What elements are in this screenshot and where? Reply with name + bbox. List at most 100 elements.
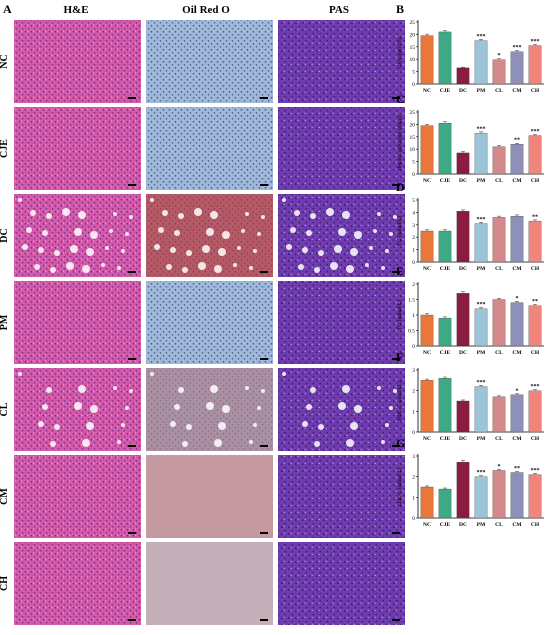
vacuole: [306, 230, 312, 236]
chart-panel-b: B Glycogen (%) 0 5 10 15 20 25 NC CJE DC *** PM * CL **…: [396, 2, 544, 94]
y-axis-label: Hepatic glycogen (mg/g): [396, 115, 403, 170]
vacuole: [218, 248, 226, 256]
vacuole: [174, 404, 180, 410]
y-tick-label: 2: [412, 475, 415, 481]
chart-panel-d: D TC (mmol/L) 0 1 2 3 4 5 NC CJE DC *** PM CL CM ** CH: [396, 180, 544, 272]
bar: [510, 51, 524, 85]
vacuole: [338, 402, 346, 410]
bar: [474, 386, 488, 433]
y-tick-label: 2: [412, 282, 415, 288]
significance-mark: ***: [477, 380, 486, 386]
vacuole: [186, 424, 192, 430]
bar: [456, 293, 470, 347]
vacuole: [125, 232, 129, 236]
panel-letter: G: [396, 436, 405, 450]
panel-letter: B: [396, 2, 404, 16]
vacuole: [342, 385, 350, 393]
bar: [510, 472, 524, 519]
significance-mark: **: [514, 138, 520, 144]
vacuole: [206, 402, 214, 410]
row-label: CH: [0, 576, 10, 591]
bar: [438, 230, 452, 263]
y-tick-label: 15: [410, 135, 416, 141]
x-tick-label: NC: [423, 178, 431, 184]
bar: [438, 123, 452, 175]
vacuole: [350, 422, 358, 430]
y-tick-label: 0: [412, 260, 415, 266]
x-tick-label: DC: [459, 436, 467, 442]
vacuole: [310, 387, 316, 393]
bar: [510, 394, 524, 433]
vacuole: [78, 211, 86, 219]
x-tick-label: CH: [531, 178, 540, 184]
vacuole: [78, 385, 86, 393]
y-tick-label: 10: [410, 57, 416, 63]
vacuole: [90, 231, 98, 239]
vacuole: [62, 208, 70, 216]
vacuole: [105, 246, 109, 250]
vacuole: [346, 265, 354, 273]
x-tick-label: CJE: [440, 266, 451, 272]
vacuole: [86, 422, 94, 430]
y-axis-label: HDL-C (mmol/L): [396, 381, 403, 421]
bar: [438, 317, 452, 347]
panel-letter: D: [396, 180, 405, 194]
vacuole: [290, 227, 296, 233]
row-label: PM: [0, 314, 10, 330]
bar: [528, 45, 542, 85]
scale-bar: [392, 532, 400, 534]
vacuole: [294, 210, 300, 216]
x-tick-label: CH: [531, 350, 540, 356]
x-tick-label: CJE: [440, 522, 451, 528]
x-tick-label: NC: [423, 350, 431, 356]
vacuole: [46, 387, 52, 393]
significance-mark: ***: [531, 468, 540, 474]
significance-mark: ***: [477, 217, 486, 223]
x-tick-label: CL: [495, 266, 503, 272]
vacuole: [109, 229, 113, 233]
vacuole: [117, 440, 121, 444]
y-tick-label: 2: [412, 235, 415, 241]
micrograph-he: [14, 455, 141, 538]
x-tick-label: PM: [477, 178, 486, 184]
vacuole: [82, 439, 90, 447]
y-axis-label: TG (mmol/L): [396, 300, 403, 330]
significance-mark: *: [516, 296, 519, 302]
bar: [420, 35, 434, 85]
vacuole: [237, 246, 241, 250]
vacuole: [178, 387, 184, 393]
vacuole: [334, 245, 342, 253]
row-label: CM: [0, 488, 10, 505]
vacuole: [286, 244, 292, 250]
vacuole: [222, 405, 230, 413]
vacuole: [170, 247, 176, 253]
significance-mark: **: [514, 466, 520, 472]
y-tick-label: 20: [410, 32, 416, 38]
vacuole: [154, 244, 160, 250]
x-tick-label: NC: [423, 436, 431, 442]
x-tick-label: DC: [459, 350, 467, 356]
micrograph-oro: [146, 455, 273, 538]
vacuole: [170, 421, 176, 427]
vacuole: [377, 386, 381, 390]
scale-bar: [392, 97, 400, 99]
scale-bar: [260, 445, 268, 447]
x-tick-label: CM: [512, 88, 522, 94]
vacuole: [194, 208, 202, 216]
vacuole: [389, 406, 393, 410]
significance-mark: ***: [477, 126, 486, 132]
micrograph-oro: [146, 20, 273, 103]
y-tick-label: 2: [412, 389, 415, 395]
x-tick-label: PM: [477, 350, 486, 356]
column-title-oil-red-o: Oil Red O: [182, 4, 230, 16]
x-tick-label: CJE: [440, 350, 451, 356]
vacuole: [50, 441, 56, 447]
y-tick-label: 10: [410, 147, 416, 153]
row-label: DC: [0, 228, 10, 242]
row-label: CL: [0, 402, 10, 416]
vacuole: [330, 262, 338, 270]
vacuole: [182, 267, 188, 273]
vacuole: [46, 213, 52, 219]
vacuole: [38, 247, 44, 253]
x-tick-label: CM: [512, 350, 522, 356]
